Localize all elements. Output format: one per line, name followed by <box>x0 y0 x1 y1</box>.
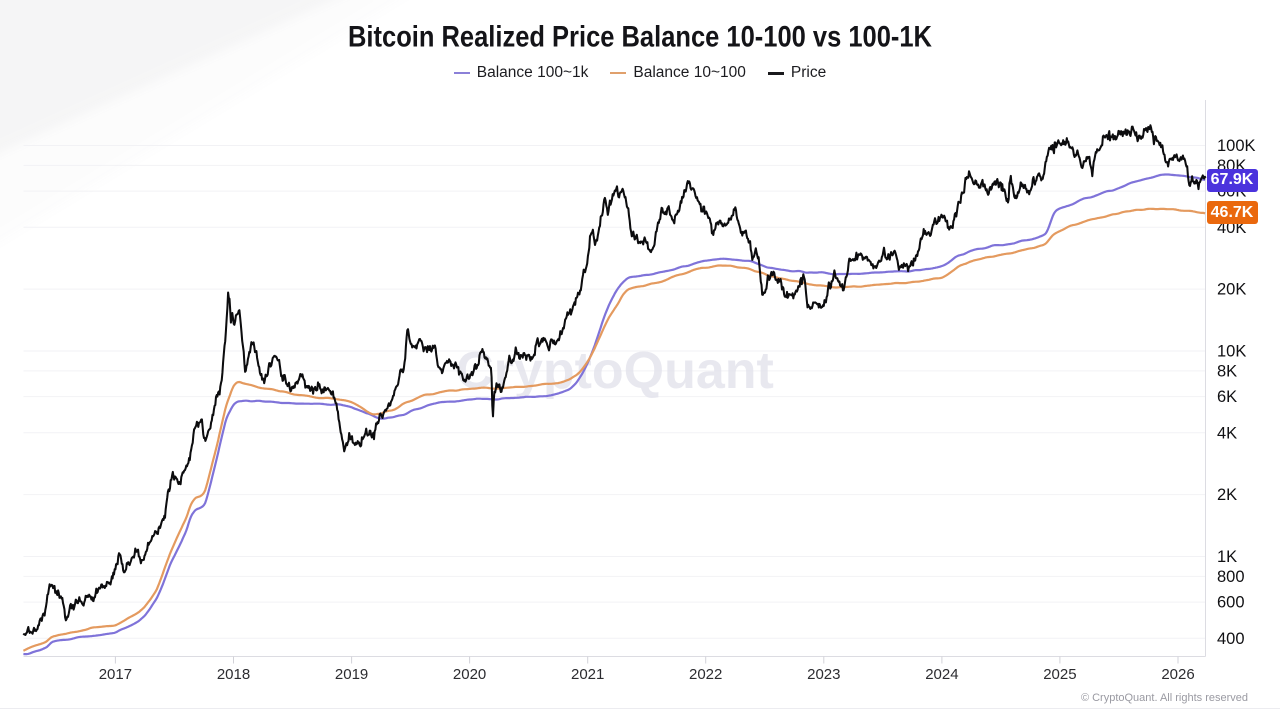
svg-text:1K: 1K <box>1217 548 1237 566</box>
svg-text:20K: 20K <box>1217 281 1246 299</box>
svg-text:800: 800 <box>1217 568 1245 586</box>
svg-text:2021: 2021 <box>571 666 604 683</box>
svg-text:2025: 2025 <box>1043 666 1076 683</box>
svg-text:8K: 8K <box>1217 362 1237 380</box>
svg-text:600: 600 <box>1217 594 1245 612</box>
svg-text:2022: 2022 <box>689 666 722 683</box>
svg-text:CryptoQuant: CryptoQuant <box>456 342 774 400</box>
svg-text:100K: 100K <box>1217 137 1256 155</box>
svg-text:10K: 10K <box>1217 343 1246 361</box>
svg-text:4K: 4K <box>1217 424 1237 442</box>
svg-text:2024: 2024 <box>925 666 958 683</box>
svg-text:2019: 2019 <box>335 666 368 683</box>
svg-text:2023: 2023 <box>807 666 840 683</box>
svg-text:6K: 6K <box>1217 388 1237 406</box>
svg-text:2K: 2K <box>1217 486 1237 504</box>
svg-text:2026: 2026 <box>1161 666 1194 683</box>
svg-text:400: 400 <box>1217 630 1245 648</box>
svg-text:2018: 2018 <box>217 666 250 683</box>
svg-text:2020: 2020 <box>453 666 486 683</box>
svg-text:2017: 2017 <box>99 666 132 683</box>
